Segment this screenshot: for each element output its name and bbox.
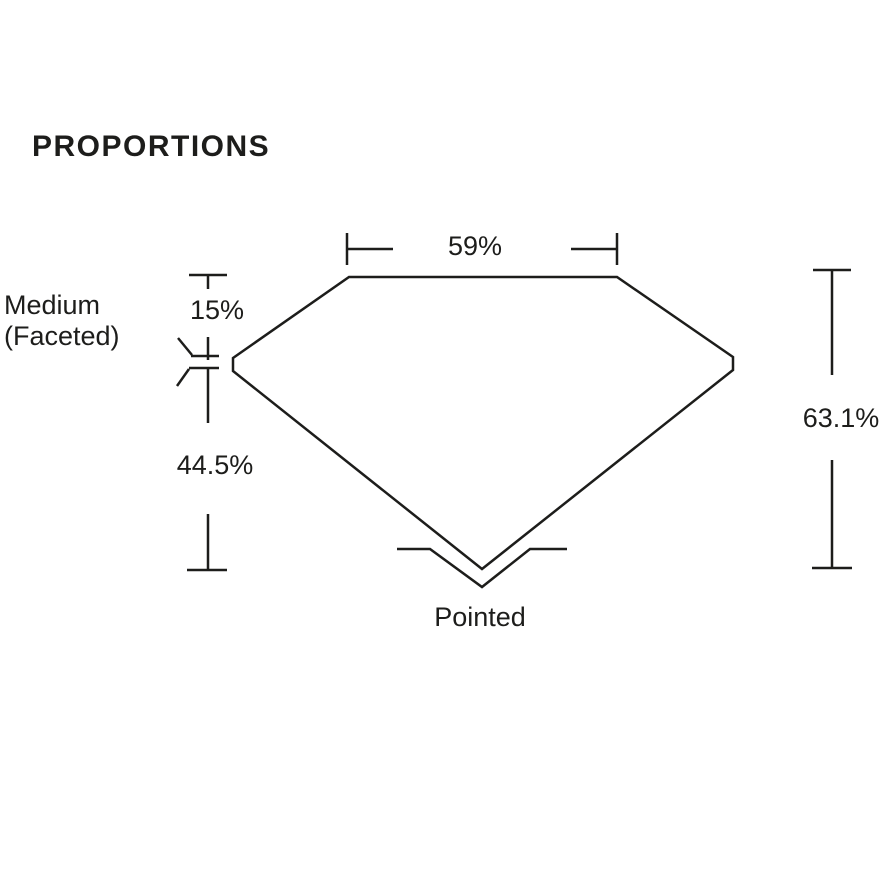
diamond-outline xyxy=(231,275,735,571)
girdle-thickness-label-line1: Medium xyxy=(4,290,101,320)
girdle-lower-tick-diagonal xyxy=(175,368,191,387)
pavilion-depth-label: 44.5% xyxy=(176,450,254,480)
girdle-thickness-label-line2: (Faceted) xyxy=(4,321,120,351)
table-width-label: 59% xyxy=(447,231,503,261)
page-title: PROPORTIONS xyxy=(32,130,271,163)
crown-height-label: 15% xyxy=(189,295,245,325)
total-depth-label: 63.1% xyxy=(802,403,880,433)
culet-type-label: Pointed xyxy=(434,602,526,632)
culet-indicator-mark xyxy=(397,547,567,589)
girdle-upper-tick-diagonal xyxy=(177,337,193,356)
girdle-thickness-label: Medium (Faceted) xyxy=(4,290,120,352)
